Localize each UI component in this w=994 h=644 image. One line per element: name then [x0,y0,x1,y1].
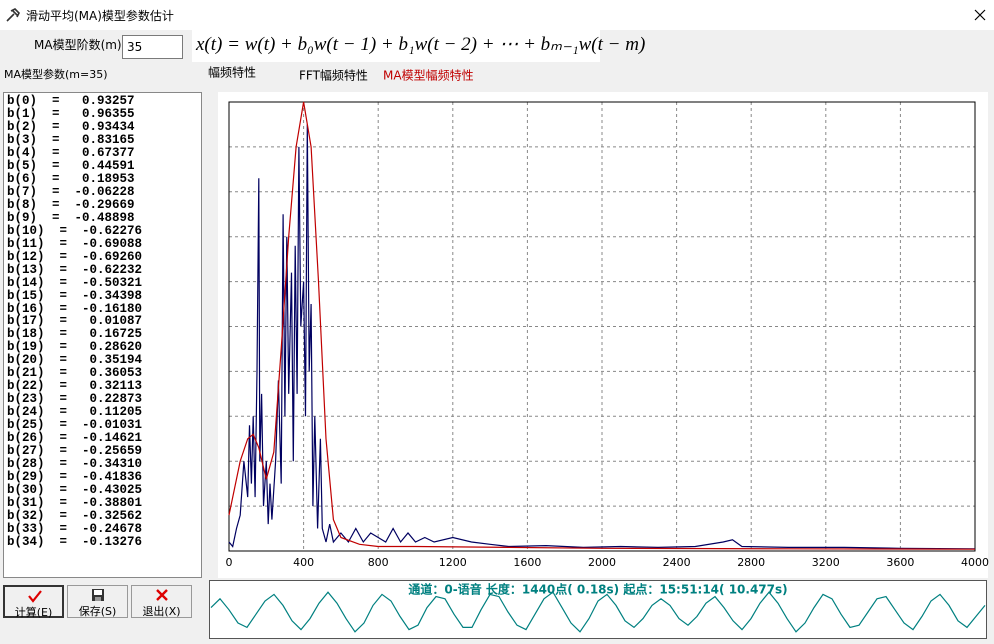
param-row: b(16) = -0.16180 [7,301,143,316]
order-input[interactable]: 35 [122,35,183,59]
exit-button[interactable]: 退出(X) [131,585,192,618]
check-icon [28,590,42,603]
param-row: b(11) = -0.69088 [7,236,143,251]
legend-entry: MA模型幅频特性 [383,68,474,83]
chart-title: 幅频特性 [208,65,256,80]
param-row: b(0) = 0.93257 [7,94,135,108]
param-row: b(31) = -0.38801 [7,496,143,511]
param-row: b(14) = -0.50321 [7,275,143,290]
x-tick-label: 400 [293,556,314,569]
title-bar: 滑动平均(MA)模型参数估计 [0,0,994,30]
x-tick-label: 2000 [588,556,616,569]
param-row: b(13) = -0.62232 [7,262,143,277]
compute-button[interactable]: 计算(E) [3,585,64,619]
param-row: b(10) = -0.62276 [7,223,143,238]
param-row: b(28) = -0.34310 [7,457,143,472]
param-row: b(2) = 0.93434 [7,119,135,134]
param-row: b(12) = -0.69260 [7,249,143,264]
chart-panel [218,92,988,578]
wave-title: 通道：0-语音 长度：1440点( 0.18s) 起点：15:51:14( 10… [408,582,787,597]
param-row: b(6) = 0.18953 [7,171,135,186]
params-title: MA模型参数(m=35) [4,68,108,81]
exit-icon [156,589,168,601]
x-tick-label: 800 [368,556,389,569]
save-icon [92,589,104,601]
legend-entry: FFT幅频特性 [299,68,368,83]
param-row: b(7) = -0.06228 [7,184,135,199]
param-row: b(34) = -0.13276 [7,534,143,549]
param-row: b(17) = 0.01087 [7,314,143,329]
param-row: b(20) = 0.35194 [7,353,143,368]
param-row: b(5) = 0.44591 [7,158,135,173]
x-tick-label: 2800 [737,556,765,569]
button-label: 保存(S) [78,605,117,618]
order-label: MA模型阶数(m): [34,38,126,52]
param-row: b(27) = -0.25659 [7,444,143,459]
x-tick-label: 0 [226,556,233,569]
close-button[interactable] [972,7,988,23]
series-line [228,101,976,550]
param-row: b(23) = 0.22873 [7,392,143,407]
button-label: 计算(E) [14,606,53,619]
param-row: b(33) = -0.24678 [7,522,143,536]
param-row: b(30) = -0.43025 [7,483,143,498]
waveform [210,591,986,633]
window-title: 滑动平均(MA)模型参数估计 [26,9,174,23]
app-icon [6,8,20,22]
button-label: 退出(X) [142,605,181,618]
param-row: b(24) = 0.11205 [7,405,143,420]
param-row: b(15) = -0.34398 [7,288,143,303]
wave-panel [209,580,987,639]
x-tick-label: 4000 [961,556,989,569]
param-row: b(26) = -0.14621 [7,431,143,446]
formula-box: x(t) = w(t) + b₀w(t − 1) + b₁w(t − 2) + … [192,30,645,62]
x-tick-label: 3600 [886,556,914,569]
order-value: 35 [127,40,143,54]
param-row: b(29) = -0.41836 [7,470,143,485]
param-row: b(4) = 0.67377 [7,145,135,160]
x-tick-label: 2400 [663,556,691,569]
plot-frame [228,101,976,552]
param-row: b(21) = 0.36053 [7,366,143,381]
param-row: b(1) = 0.96355 [7,106,135,121]
param-row: b(3) = 0.83165 [7,132,135,147]
param-row: b(18) = 0.16725 [7,327,143,342]
x-tick-label: 1200 [439,556,467,569]
params-list: b(0) = 0.93257 b(1) = 0.96355 b(2) = 0.934… [3,92,202,578]
param-row: b(9) = -0.48898 [7,210,135,225]
param-row: b(22) = 0.32113 [7,379,143,394]
param-row: b(8) = -0.29669 [7,197,135,212]
param-row: b(25) = -0.01031 [7,418,143,433]
series-line [228,124,976,550]
param-row: b(32) = -0.32562 [7,509,143,524]
param-row: b(19) = 0.28620 [7,340,143,355]
save-button[interactable]: 保存(S) [67,585,128,618]
x-tick-label: 1600 [513,556,541,569]
x-tick-label: 3200 [812,556,840,569]
formula: x(t) = w(t) + b₀w(t − 1) + b₁w(t − 2) + … [196,34,646,55]
